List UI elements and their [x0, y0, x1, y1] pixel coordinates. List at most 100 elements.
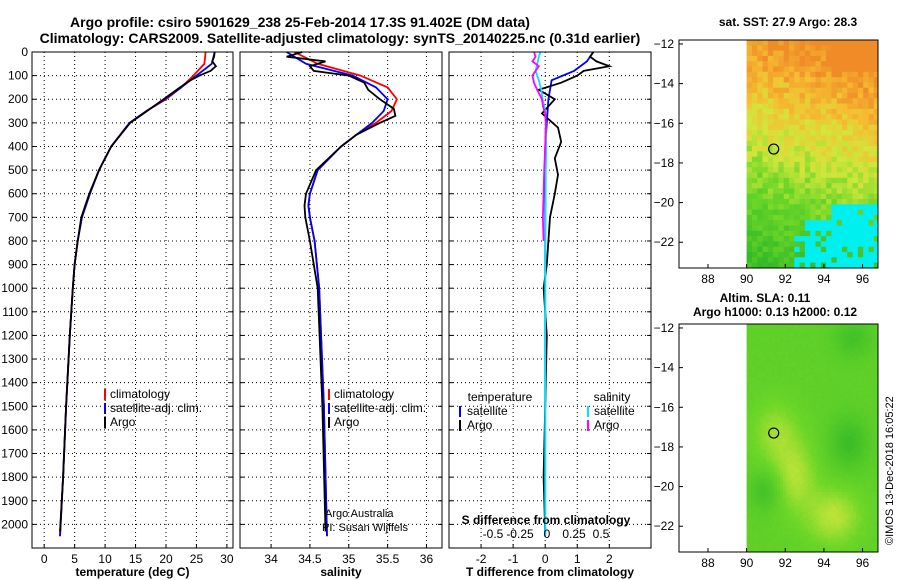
map-cell: [833, 469, 837, 473]
map-cell: [780, 458, 784, 462]
map-cell: [791, 399, 795, 403]
map-cell: [802, 380, 806, 384]
map-cell: [789, 188, 795, 195]
map-cell: [864, 531, 868, 535]
map-cell: [760, 371, 764, 375]
map-ytick-label-5: −22: [654, 235, 675, 249]
map-cell: [788, 508, 792, 512]
map-cell: [868, 103, 875, 110]
map-cell: [857, 220, 864, 226]
map-cell: [847, 183, 853, 189]
map-cell: [780, 335, 784, 339]
map-cell: [788, 438, 792, 442]
map-cell: [873, 119, 879, 126]
map-cell: [863, 177, 869, 184]
map-cell: [771, 368, 775, 372]
map-cell: [804, 124, 811, 131]
map-cell: [868, 246, 875, 253]
map-cell: [869, 357, 873, 361]
map-cell: [868, 50, 875, 57]
map-cell: [780, 346, 784, 350]
xtick-label-4: 36: [420, 552, 434, 566]
map-cell: [808, 455, 812, 459]
map-cell: [791, 452, 795, 456]
map-cell: [804, 262, 811, 269]
map-cell: [805, 402, 809, 406]
map-cell: [755, 343, 759, 347]
map-cell: [773, 188, 779, 195]
plot-frame: [448, 51, 652, 549]
map-cell: [864, 329, 868, 333]
map-cell: [839, 402, 843, 406]
map-cell: [822, 469, 826, 473]
map-cell: [825, 427, 829, 431]
map-cell: [804, 55, 811, 62]
map-cell: [830, 436, 834, 440]
map-cell: [839, 503, 843, 507]
map-cell: [773, 108, 779, 115]
map-cell: [867, 408, 871, 412]
map-cell: [780, 352, 784, 356]
map-cell: [825, 494, 829, 498]
map-cell: [783, 66, 790, 73]
map-cell: [752, 338, 756, 342]
map-cell: [757, 396, 761, 400]
map-cell: [875, 388, 879, 392]
map-cell: [857, 98, 864, 104]
map-cell: [847, 340, 851, 344]
map-cell: [746, 503, 750, 507]
map-cell: [811, 486, 815, 490]
map-cell: [757, 522, 761, 526]
map-cell: [858, 522, 862, 526]
map-cell: [841, 422, 845, 426]
map-cell: [836, 396, 840, 400]
map-cell: [839, 506, 843, 510]
map-cell: [804, 146, 811, 152]
map-cell: [811, 517, 815, 521]
map-cell: [836, 124, 843, 131]
map-cell: [852, 262, 859, 269]
map-cell: [746, 405, 750, 409]
map-cell: [850, 508, 854, 512]
map-cell: [763, 534, 767, 538]
map-cell: [813, 332, 817, 336]
map-cell: [785, 424, 789, 428]
map-cell: [852, 50, 859, 57]
map-cell: [827, 511, 831, 515]
map-cell: [791, 413, 795, 417]
map-cell: [816, 335, 820, 339]
map-cell: [863, 172, 869, 179]
map-cell: [766, 419, 770, 423]
map-cell: [774, 338, 778, 342]
map-cell: [867, 506, 871, 510]
map-cell: [749, 343, 753, 347]
map-cell: [827, 452, 831, 456]
map-cell: [749, 396, 753, 400]
map-cell: [839, 385, 843, 389]
map-cell: [755, 464, 759, 468]
map-cell: [864, 332, 868, 336]
map-cell: [875, 427, 879, 431]
map-cell: [847, 357, 851, 361]
map-cell: [785, 408, 789, 412]
map-cell: [836, 252, 843, 258]
map-cell: [804, 45, 811, 51]
map-cell: [771, 377, 775, 381]
map-cell: [872, 363, 876, 367]
legend-swatch-2: [104, 417, 106, 428]
map-cell: [872, 528, 876, 532]
map-cell: [855, 452, 859, 456]
map-cell: [864, 525, 868, 529]
map-cell: [869, 427, 873, 431]
map-cell: [757, 77, 763, 83]
map-cell: [831, 61, 838, 67]
map-cell: [857, 167, 864, 173]
map-cell: [757, 209, 763, 216]
map-cell: [788, 506, 792, 510]
map-cell: [841, 380, 845, 384]
map-cell: [783, 517, 787, 521]
map-cell: [833, 377, 837, 381]
map-cell: [847, 199, 853, 205]
map-cell: [780, 466, 784, 470]
map-cell: [875, 360, 879, 364]
